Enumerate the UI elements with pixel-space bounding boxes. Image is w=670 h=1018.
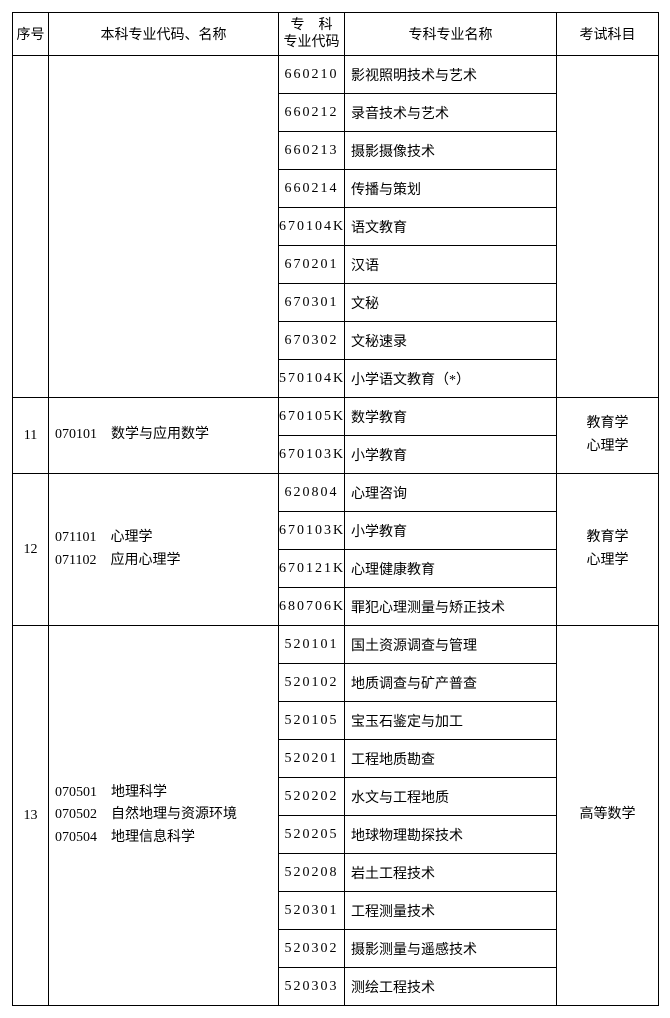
zk-name-cell: 文秘速录: [345, 322, 557, 360]
table-row: 13070501 地理科学070502 自然地理与资源环境070504 地理信息…: [13, 626, 659, 664]
major-line: 070504 地理信息科学: [55, 827, 278, 849]
zk-name-cell: 工程地质勘查: [345, 740, 557, 778]
exam-cell: 高等数学: [557, 626, 659, 1006]
zk-name-cell: 国土资源调查与管理: [345, 626, 557, 664]
major-line: 070501 地理科学: [55, 782, 278, 804]
zk-code-cell: 520303: [279, 968, 345, 1006]
zk-code-cell: 660210: [279, 56, 345, 94]
hdr-zkcode: 专 科 专业代码: [279, 13, 345, 56]
zk-name-cell: 地质调查与矿产普查: [345, 664, 557, 702]
exam-line: 教育学: [557, 413, 658, 435]
zk-code-cell: 520302: [279, 930, 345, 968]
table-row: 660210影视照明技术与艺术: [13, 56, 659, 94]
zk-code-cell: 670302: [279, 322, 345, 360]
zk-code-cell: 670103K: [279, 436, 345, 474]
zk-code-cell: 520208: [279, 854, 345, 892]
zk-code-cell: 660213: [279, 132, 345, 170]
zk-code-cell: 670121K: [279, 550, 345, 588]
zk-code-cell: 520102: [279, 664, 345, 702]
zk-code-cell: 520105: [279, 702, 345, 740]
seq-cell: 12: [13, 474, 49, 626]
exam-cell: 教育学心理学: [557, 474, 659, 626]
zk-name-cell: 录音技术与艺术: [345, 94, 557, 132]
major-cell: 070101 数学与应用数学: [49, 398, 279, 474]
zk-code-cell: 670301: [279, 284, 345, 322]
zk-code-cell: 670103K: [279, 512, 345, 550]
zk-name-cell: 心理健康教育: [345, 550, 557, 588]
zk-name-cell: 小学教育: [345, 436, 557, 474]
zk-name-cell: 水文与工程地质: [345, 778, 557, 816]
exam-line: 高等数学: [557, 804, 658, 826]
zk-name-cell: 文秘: [345, 284, 557, 322]
zk-code-cell: 570104K: [279, 360, 345, 398]
major-line: 070101 数学与应用数学: [55, 424, 278, 446]
zk-code-cell: 660214: [279, 170, 345, 208]
zk-code-cell: 520301: [279, 892, 345, 930]
majors-table: 序号 本科专业代码、名称 专 科 专业代码 专科专业名称 考试科目 660210…: [12, 12, 659, 1006]
seq-cell: [13, 56, 49, 398]
zk-code-cell: 680706K: [279, 588, 345, 626]
zk-name-cell: 工程测量技术: [345, 892, 557, 930]
zk-name-cell: 语文教育: [345, 208, 557, 246]
exam-cell: [557, 56, 659, 398]
zk-code-cell: 620804: [279, 474, 345, 512]
hdr-major: 本科专业代码、名称: [49, 13, 279, 56]
zk-name-cell: 数学教育: [345, 398, 557, 436]
zk-code-cell: 670104K: [279, 208, 345, 246]
zk-name-cell: 汉语: [345, 246, 557, 284]
zk-name-cell: 小学语文教育（*）: [345, 360, 557, 398]
hdr-zkcode-l1: 专 科: [279, 17, 344, 35]
hdr-seq: 序号: [13, 13, 49, 56]
hdr-zkcode-l2: 专业代码: [279, 34, 344, 52]
zk-code-cell: 520205: [279, 816, 345, 854]
zk-name-cell: 测绘工程技术: [345, 968, 557, 1006]
zk-name-cell: 心理咨询: [345, 474, 557, 512]
zk-name-cell: 宝玉石鉴定与加工: [345, 702, 557, 740]
zk-code-cell: 670201: [279, 246, 345, 284]
hdr-exam: 考试科目: [557, 13, 659, 56]
zk-name-cell: 小学教育: [345, 512, 557, 550]
major-line: 070502 自然地理与资源环境: [55, 804, 278, 826]
exam-line: 心理学: [557, 550, 658, 572]
zk-code-cell: 520101: [279, 626, 345, 664]
zk-name-cell: 摄影测量与遥感技术: [345, 930, 557, 968]
zk-name-cell: 岩土工程技术: [345, 854, 557, 892]
major-cell: 070501 地理科学070502 自然地理与资源环境070504 地理信息科学: [49, 626, 279, 1006]
major-line: 071101 心理学: [55, 527, 278, 549]
zk-name-cell: 罪犯心理测量与矫正技术: [345, 588, 557, 626]
exam-cell: 教育学心理学: [557, 398, 659, 474]
exam-line: 心理学: [557, 436, 658, 458]
zk-name-cell: 传播与策划: [345, 170, 557, 208]
seq-cell: 11: [13, 398, 49, 474]
zk-code-cell: 670105K: [279, 398, 345, 436]
zk-code-cell: 520201: [279, 740, 345, 778]
table-row: 12071101 心理学071102 应用心理学620804心理咨询教育学心理学: [13, 474, 659, 512]
zk-name-cell: 地球物理勘探技术: [345, 816, 557, 854]
zk-name-cell: 影视照明技术与艺术: [345, 56, 557, 94]
zk-code-cell: 660212: [279, 94, 345, 132]
table-header-row: 序号 本科专业代码、名称 专 科 专业代码 专科专业名称 考试科目: [13, 13, 659, 56]
zk-name-cell: 摄影摄像技术: [345, 132, 557, 170]
exam-line: 教育学: [557, 527, 658, 549]
major-cell: 071101 心理学071102 应用心理学: [49, 474, 279, 626]
hdr-zkname: 专科专业名称: [345, 13, 557, 56]
major-line: 071102 应用心理学: [55, 550, 278, 572]
major-cell: [49, 56, 279, 398]
seq-cell: 13: [13, 626, 49, 1006]
zk-code-cell: 520202: [279, 778, 345, 816]
table-body: 660210影视照明技术与艺术660212录音技术与艺术660213摄影摄像技术…: [13, 56, 659, 1006]
table-row: 11070101 数学与应用数学670105K数学教育教育学心理学: [13, 398, 659, 436]
